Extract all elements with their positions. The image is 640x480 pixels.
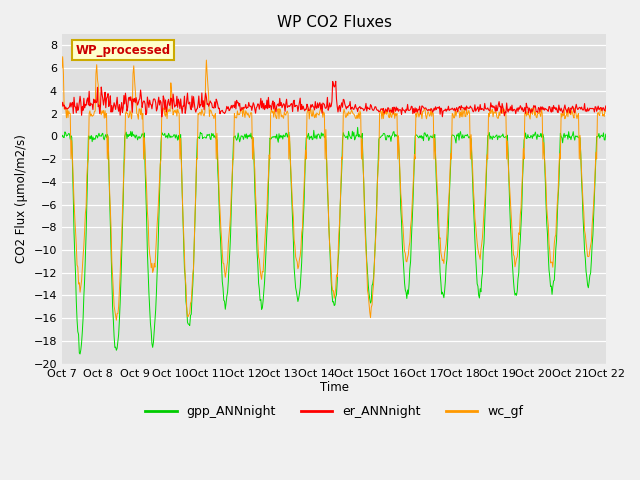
Legend: gpp_ANNnight, er_ANNnight, wc_gf: gpp_ANNnight, er_ANNnight, wc_gf [140,400,528,423]
X-axis label: Time: Time [320,382,349,395]
Title: WP CO2 Fluxes: WP CO2 Fluxes [276,15,392,30]
Text: WP_processed: WP_processed [76,44,171,57]
Y-axis label: CO2 Flux (μmol/m2/s): CO2 Flux (μmol/m2/s) [15,134,28,263]
